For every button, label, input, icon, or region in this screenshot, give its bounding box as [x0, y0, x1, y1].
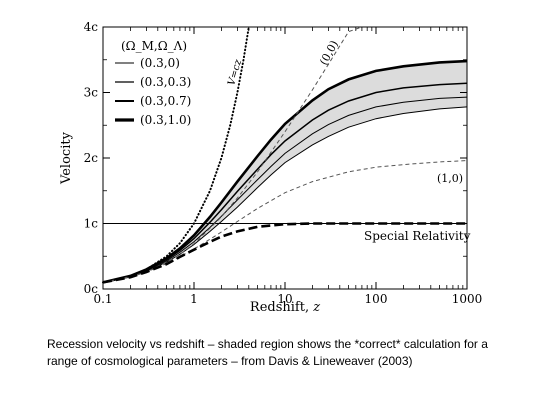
annotation-0-0: (0,0)	[317, 38, 341, 67]
ticks-layer: 0.1 1 10 100 1000 0c 1c 2c 3c 4c	[84, 20, 483, 306]
series-line-0-3-1-0	[102, 59, 468, 284]
x-tick-label: 10	[277, 292, 292, 306]
x-tick-label: 0.1	[93, 292, 112, 306]
y-tick-label: 4c	[84, 20, 99, 34]
legend-entry-label: (0.3,1.0)	[140, 113, 191, 127]
velocity-redshift-chart: 0.1 1 10 100 1000 0c 1c 2c 3c 4c Velocity Redshif…	[59, 20, 483, 315]
y-tick-label: 1c	[84, 217, 99, 231]
series-line-0-3-0	[102, 106, 468, 283]
annotation-special-relativity: Special Relativity	[364, 229, 471, 243]
y-tick-label: 0c	[84, 282, 99, 296]
shaded-region	[103, 61, 467, 283]
series-line-0-3-0-3	[102, 96, 468, 283]
legend-title: (Ω_M,Ω_Λ)	[121, 39, 187, 53]
x-tick-label: 100	[365, 292, 388, 306]
y-tick-label: 3c	[84, 86, 99, 100]
y-tick-label: 2c	[84, 151, 99, 165]
annotation-v-cz: V=cz	[226, 58, 244, 87]
x-axis-label: Redshift, z	[250, 300, 320, 315]
shaded-region-layer	[103, 61, 467, 283]
x-tick-label: 1000	[452, 292, 483, 306]
legend: (Ω_M,Ω_Λ) (0.3,0) (0.3,0.3) (0.3,0.7) (0.3,…	[115, 39, 191, 127]
series-line-0-0	[102, 26, 363, 283]
legend-entry-label: (0.3,0.7)	[140, 94, 191, 108]
x-tick-label: 1	[190, 292, 198, 306]
x-axis-label-text: Redshift,	[250, 300, 309, 315]
annotation-1-0: (1,0)	[437, 172, 463, 185]
series-line-v-cz	[102, 26, 250, 284]
series-layer	[102, 26, 468, 284]
legend-entry-label: (0.3,0)	[140, 56, 180, 70]
y-axis-label: Velocity	[59, 131, 74, 185]
figure-caption: Recession velocity vs redshift – shaded …	[47, 337, 488, 368]
legend-entry-label: (0.3,0.3)	[140, 75, 191, 89]
x-axis-label-variable: z	[312, 300, 320, 315]
